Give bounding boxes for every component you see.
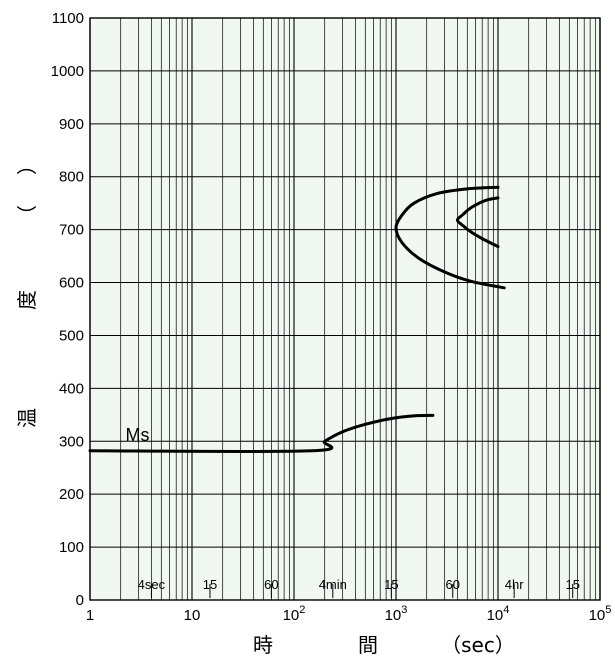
time-marker-label: 4min: [319, 577, 347, 592]
ylabel-char-3: （: [15, 205, 39, 225]
y-tick-label: 600: [59, 275, 84, 292]
time-marker-label: 60: [264, 577, 278, 592]
time-marker-label: 4sec: [138, 577, 166, 592]
series-line-3: [455, 196, 500, 249]
ylabel-char-2: 度: [15, 290, 39, 310]
xlabel-char-2: 間: [358, 633, 378, 657]
plot-area: [90, 18, 600, 600]
time-marker-label: 15: [565, 577, 579, 592]
y-tick-label: 200: [59, 486, 84, 503]
ylabel-char-1: 温: [15, 408, 39, 428]
x-tick-label: 104: [487, 604, 510, 624]
x-axis-ticks: 1 10 102 103 104 105: [86, 604, 612, 624]
y-tick-label: 700: [59, 222, 84, 239]
y-axis-ticks: 0 100 200 300 400 500 600 700 800 900 1000 1100: [51, 10, 84, 609]
series-line-2: [394, 185, 506, 290]
ylabel-char-4: ）: [15, 155, 39, 175]
x-tick-label: 103: [385, 604, 408, 624]
xlabel-unit: （sec）: [441, 633, 515, 657]
y-tick-label: 800: [59, 169, 84, 186]
series-layer: [88, 185, 506, 454]
time-marker-labels: 4sec 15 60 4min 15 60 4hr 15: [138, 577, 580, 598]
y-tick-label: 100: [59, 539, 84, 556]
plot-frame: [89, 17, 601, 601]
y-tick-label: 500: [59, 327, 84, 344]
grid-minor-lines: [120, 18, 596, 600]
y-tick-label: 1000: [51, 63, 84, 80]
x-tick-label: 1: [86, 607, 94, 624]
xlabel-char-1: 時: [253, 633, 273, 657]
time-marker-label: 15: [203, 577, 217, 592]
x-tick-label: 105: [589, 604, 612, 624]
x-tick-label: 10: [184, 607, 201, 624]
x-tick-label: 102: [283, 604, 306, 624]
y-tick-label: 1100: [52, 10, 84, 27]
y-tick-label: 400: [59, 380, 84, 397]
y-tick-label: 900: [59, 116, 84, 133]
y-tick-label: 0: [76, 592, 84, 609]
time-marker-label: 15: [384, 577, 398, 592]
ms-label: Ms: [125, 425, 149, 445]
time-marker-label: 60: [446, 577, 460, 592]
y-tick-label: 300: [59, 433, 84, 450]
series-line-1: [88, 413, 435, 454]
time-marker-label: 4hr: [505, 577, 524, 592]
